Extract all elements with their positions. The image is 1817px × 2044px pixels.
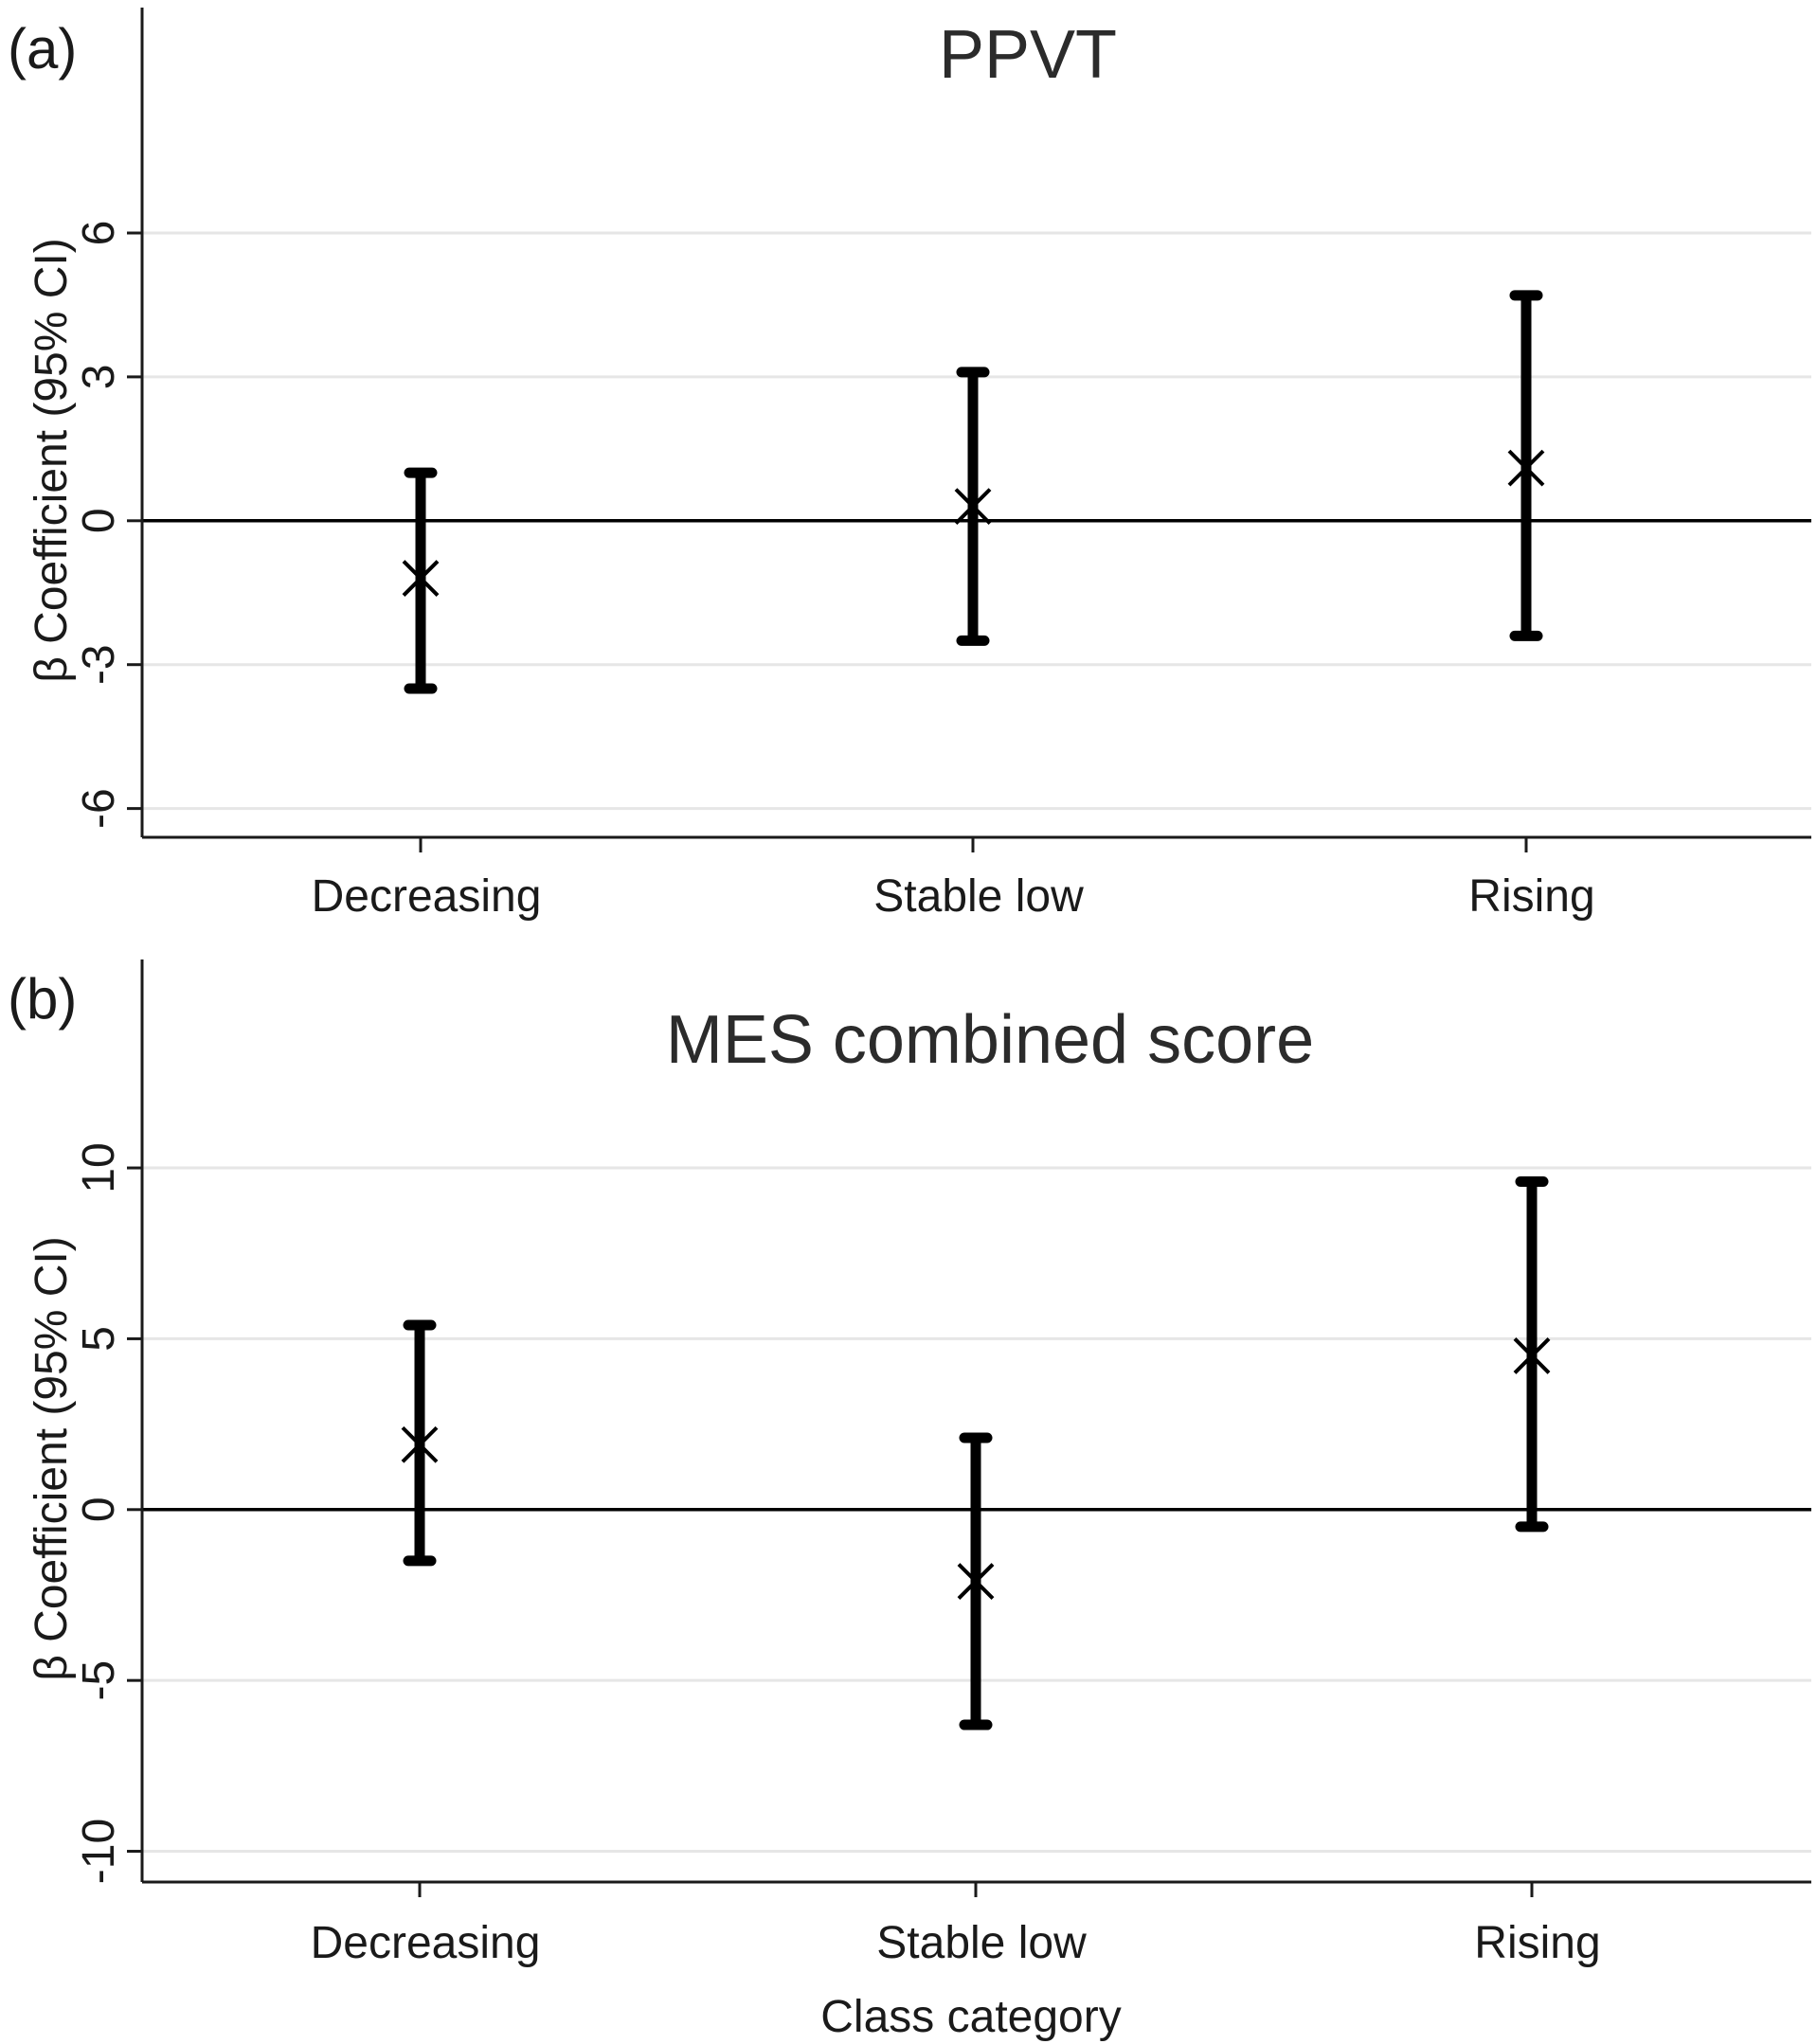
panel-a-ytick-label-4: 6	[74, 221, 124, 246]
panel-b-xtick-label-2: Rising	[1474, 1918, 1600, 1968]
panel-b-ylabel: β Coefficient (95% CI)	[27, 1236, 77, 1681]
panel-a-title: PPVT	[939, 17, 1117, 93]
panel-b-ytick-label-0: -10	[74, 1819, 124, 1884]
panel-b-ytick-label-3: 5	[74, 1326, 124, 1352]
panel-a-estimate-marker-1	[954, 488, 992, 526]
panel-b-label: (b)	[8, 967, 77, 1031]
panel-a-ytick-label-2: 0	[74, 508, 124, 533]
panel-a-estimate-marker-0	[402, 560, 440, 597]
panel-b-xtick-label-1: Stable low	[876, 1918, 1087, 1968]
panel-b-title: MES combined score	[666, 1002, 1314, 1078]
panel-b-ytick-label-1: -5	[74, 1660, 124, 1701]
panel-a-ytick-label-3: 3	[74, 365, 124, 390]
panel-a-ytick-label-0: -6	[74, 788, 124, 829]
panel-b-xtick-label-0: Decreasing	[311, 1918, 541, 1968]
panel-b-ytick-label-2: 0	[74, 1497, 124, 1522]
panel-a-ylabel: β Coefficient (95% CI)	[27, 238, 77, 683]
panel-b-estimate-marker-2	[1513, 1337, 1551, 1374]
panel-b-estimate-marker-0	[401, 1425, 439, 1463]
panel-a-label: (a)	[8, 17, 77, 81]
panel-a-xtick-label-1: Stable low	[873, 871, 1084, 922]
panel-a-xtick-label-2: Rising	[1468, 871, 1594, 922]
panel-a-xtick-label-0: Decreasing	[312, 871, 542, 922]
panel-b-ytick-label-4: 10	[74, 1142, 124, 1192]
panel-b-xlabel: Class category	[820, 1992, 1121, 2042]
panel-b-estimate-marker-1	[957, 1563, 995, 1600]
panel-a-ytick-label-1: -3	[74, 644, 124, 685]
panel-a-estimate-marker-2	[1507, 449, 1545, 487]
